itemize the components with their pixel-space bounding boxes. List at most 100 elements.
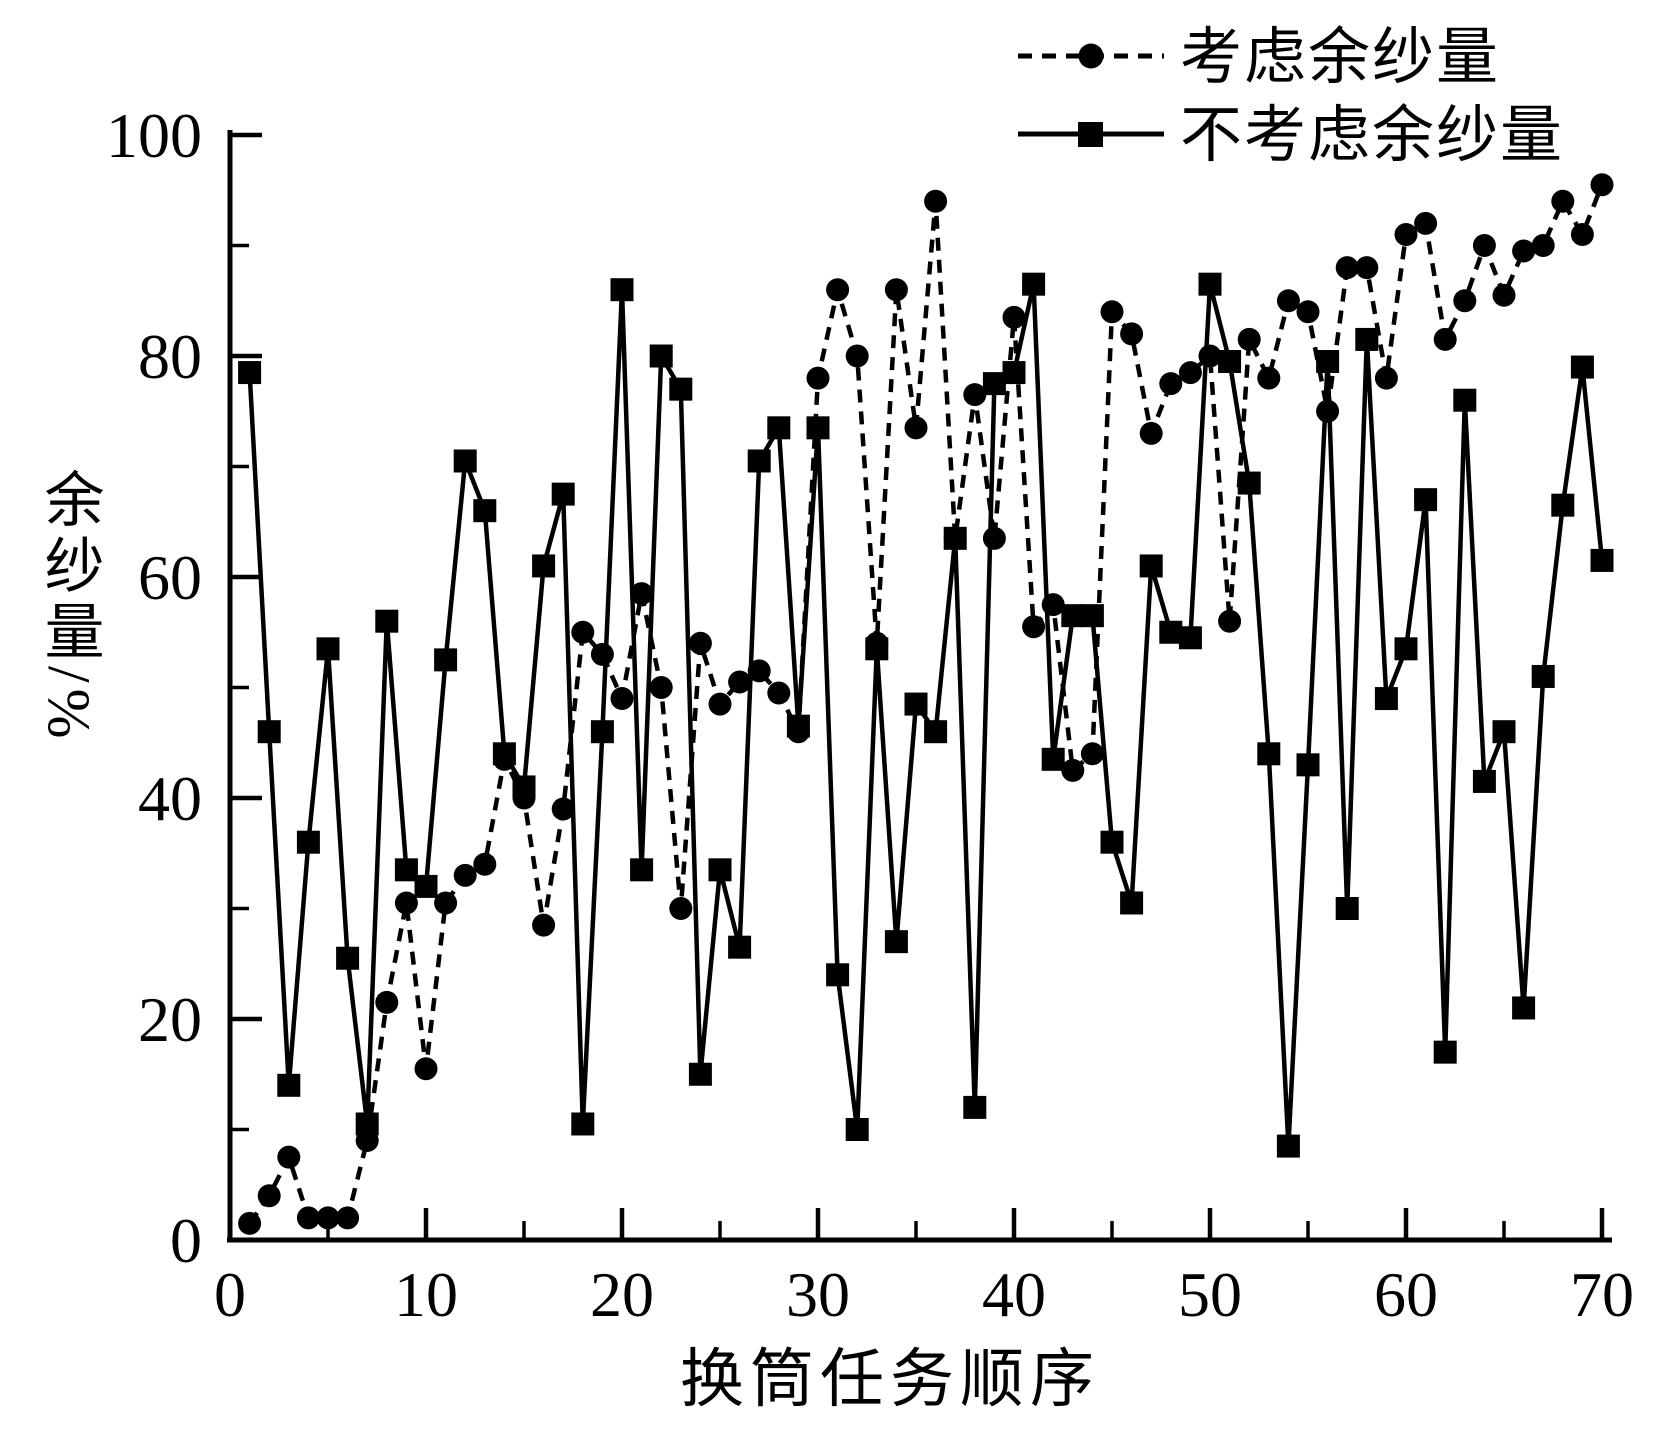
series-not-considering-marker [943, 526, 967, 550]
series-not-considering-marker [610, 278, 634, 302]
series-considering-marker [688, 631, 712, 655]
series-considering-marker [473, 852, 497, 876]
series-considering-marker [904, 416, 928, 440]
y-tick-label: 80 [138, 321, 202, 392]
series-not-considering-marker [865, 637, 889, 661]
series-considering-marker [845, 344, 869, 368]
series-not-considering-marker [512, 775, 536, 799]
y-tick-label: 20 [138, 984, 202, 1055]
series-considering-marker [277, 1145, 301, 1169]
series-not-considering-marker [1374, 687, 1398, 711]
series-not-considering-marker [257, 720, 281, 744]
series-not-considering-marker [434, 648, 458, 672]
series-not-considering-marker [1512, 996, 1536, 1020]
series-not-considering-marker [316, 637, 340, 661]
series-not-considering-marker [532, 554, 556, 578]
series-considering-marker [571, 620, 595, 644]
legend: 考虑余纱量 不考虑余纱量 [1016, 24, 1564, 170]
series-considering-marker [630, 582, 654, 606]
series-not-considering-marker [845, 1118, 869, 1141]
series-considering-marker [238, 1211, 262, 1235]
solid-square-marker-icon [1016, 117, 1166, 156]
series-not-considering-line [247, 281, 1605, 1149]
x-tick-label: 0 [214, 1259, 246, 1330]
series-not-considering-marker [1198, 272, 1222, 296]
series-considering-marker [728, 670, 752, 694]
series-not-considering-marker [1433, 1040, 1457, 1064]
series-considering-marker [1551, 189, 1575, 213]
series-considering-marker [1433, 327, 1457, 351]
series-considering-marker [1414, 211, 1438, 235]
series-not-considering-marker [1257, 742, 1281, 766]
series-considering-marker [1080, 742, 1104, 766]
series-not-considering-marker [924, 720, 948, 744]
series-considering-marker [1139, 421, 1163, 445]
series-considering-marker [747, 659, 771, 683]
series-not-considering-marker [1139, 554, 1163, 578]
legend-item-considering: 考虑余纱量 [1016, 24, 1564, 92]
series-considering-marker [1178, 361, 1202, 385]
x-tick-label: 30 [786, 1259, 850, 1330]
legend-item-not-considering: 不考虑余纱量 [1016, 102, 1564, 170]
series-not-considering-marker [747, 449, 771, 473]
legend-label-considering: 考虑余纱量 [1180, 24, 1501, 92]
series-not-considering-marker [336, 946, 360, 970]
series-considering-marker [316, 1206, 340, 1230]
series-not-considering-marker [296, 830, 320, 854]
x-tick-label: 40 [982, 1259, 1046, 1330]
series-not-considering-marker [277, 1073, 301, 1097]
series-not-considering-marker [1159, 620, 1183, 644]
series-not-considering-marker [1355, 327, 1379, 351]
series-not-considering-marker [453, 449, 477, 473]
series-considering-line [247, 183, 1605, 1225]
series-not-considering-marker [1296, 753, 1320, 777]
series-considering-marker [1100, 300, 1124, 324]
series-not-considering-marker [1061, 604, 1085, 628]
series-not-considering-marker [982, 372, 1006, 396]
series-considering-marker [963, 383, 987, 407]
series-considering-marker [924, 189, 948, 213]
y-tick-label: 100 [106, 100, 202, 171]
series-not-considering-marker [728, 935, 752, 959]
series-not-considering-marker [1100, 830, 1124, 854]
series-considering-marker [1531, 234, 1555, 257]
x-tick-label: 10 [394, 1259, 458, 1330]
series-not-considering-marker [884, 930, 908, 954]
series-considering-marker [414, 1057, 438, 1081]
series-considering-marker [1218, 609, 1242, 633]
series-not-considering-marker [394, 858, 418, 882]
series-not-considering-marker [1394, 637, 1418, 661]
series-not-considering-marker [355, 1112, 379, 1136]
series-not-considering-marker [1178, 626, 1202, 650]
series-not-considering-marker [473, 499, 497, 523]
x-tick-label: 70 [1570, 1259, 1634, 1330]
series-not-considering-marker [590, 720, 614, 744]
series-not-considering-marker [708, 858, 732, 882]
series-not-considering-marker [1022, 272, 1046, 296]
series-considering-marker [1394, 222, 1418, 246]
series-considering-marker [1355, 256, 1379, 280]
series-considering-marker [257, 1184, 281, 1208]
series-considering-marker [826, 278, 850, 302]
series-considering-marker [610, 687, 634, 711]
series-not-considering-marker [551, 482, 575, 506]
x-axis-label: 换筒任务顺序 [680, 1344, 1100, 1415]
series-not-considering-marker [1492, 720, 1516, 744]
series-considering-marker [296, 1206, 320, 1230]
series-not-considering-marker [1276, 1134, 1300, 1158]
series-not-considering-marker [414, 874, 438, 898]
series-not-considering-marker [688, 1062, 712, 1086]
series-not-considering-marker [1414, 488, 1438, 512]
series-considering-marker [884, 278, 908, 302]
series-not-considering-marker [786, 714, 810, 738]
series-considering-marker [1590, 173, 1614, 197]
series-not-considering-marker [826, 963, 850, 987]
y-tick-label: 40 [138, 763, 202, 834]
series-considering-marker [767, 681, 791, 705]
series-not-considering-marker [1453, 388, 1477, 412]
series-not-considering-marker [1590, 548, 1614, 572]
series-not-considering-marker [1472, 769, 1496, 793]
series-not-considering-marker [238, 361, 262, 385]
dashed-circle-marker-icon [1016, 39, 1166, 78]
series-considering-marker [669, 897, 693, 920]
